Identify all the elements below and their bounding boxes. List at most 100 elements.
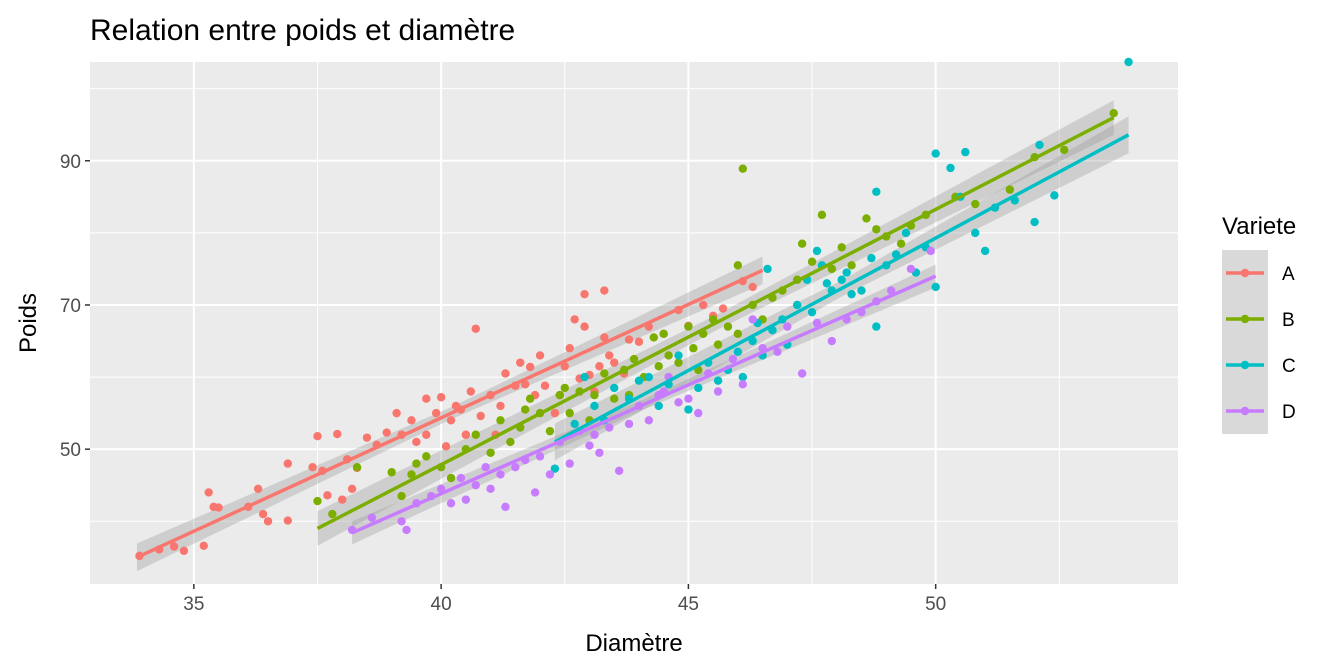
data-point-B (328, 509, 337, 519)
data-point-A (565, 344, 574, 353)
data-point-B (407, 470, 416, 479)
data-point-B (664, 351, 673, 360)
data-point-C (842, 268, 851, 277)
legend-label-C: C (1282, 356, 1296, 377)
data-point-C (590, 401, 599, 411)
axes: 35 40 45 50 50 70 90 (60, 152, 946, 615)
data-point-D (783, 322, 792, 331)
data-point-C (763, 264, 772, 274)
data-point-B (649, 333, 658, 342)
data-point-D (674, 398, 683, 407)
data-point-A (422, 430, 431, 439)
data-point-A (624, 335, 634, 344)
data-point-B (733, 261, 743, 270)
data-point-A (476, 411, 485, 421)
data-point-A (407, 416, 416, 425)
data-point-C (733, 347, 743, 357)
data-point-D (738, 380, 747, 389)
data-point-B (525, 394, 535, 403)
data-point-B (412, 459, 421, 468)
data-point-B (674, 358, 683, 367)
data-point-C (644, 372, 654, 382)
data-point-C (857, 286, 866, 295)
data-point-C (654, 401, 663, 411)
data-point-A (540, 381, 550, 390)
data-point-D (748, 315, 757, 324)
data-point-D (590, 430, 599, 439)
data-point-A (501, 369, 510, 378)
data-point-A (179, 546, 189, 556)
data-point-B (654, 362, 663, 371)
data-point-B (689, 344, 698, 353)
data-point-D (456, 473, 466, 483)
data-point-C (694, 383, 703, 393)
data-point-B (847, 261, 856, 270)
data-point-A (347, 484, 357, 494)
data-point-B (1005, 185, 1015, 194)
data-point-D (535, 452, 545, 461)
data-point-A (313, 431, 322, 441)
data-point-A (169, 542, 179, 551)
data-point-A (550, 408, 560, 418)
data-point-D (605, 423, 614, 432)
y-tick-label: 50 (60, 440, 81, 461)
data-point-B (422, 452, 431, 461)
data-point-C (1050, 191, 1059, 200)
regression-line-B (316, 115, 1115, 531)
data-point-C (684, 405, 693, 414)
data-point-B (659, 329, 668, 339)
data-point-D (644, 416, 654, 425)
data-point-A (516, 358, 525, 367)
data-point-B (555, 390, 565, 400)
data-point-B (896, 239, 906, 248)
legend: Variete A B C D (1222, 213, 1296, 434)
legend-label-D: D (1282, 402, 1296, 423)
legend-label-A: A (1282, 264, 1295, 285)
data-point-A (471, 324, 480, 333)
data-point-D (367, 513, 377, 522)
data-point-A (283, 516, 293, 525)
data-point-C (867, 253, 876, 263)
legend-key-point-A (1240, 268, 1250, 278)
data-point-C (634, 376, 644, 385)
data-point-A (521, 380, 530, 389)
data-point-C (847, 289, 856, 299)
data-point-B (807, 257, 817, 266)
x-tick-label: 35 (183, 594, 204, 615)
data-point-A (748, 282, 757, 292)
data-point-B (397, 491, 406, 501)
data-point-D (397, 517, 406, 526)
data-point-A (699, 300, 708, 310)
data-point-A (214, 503, 223, 512)
x-tick-label: 40 (431, 594, 452, 615)
regression-line-C (554, 133, 1130, 444)
data-point-B (733, 329, 743, 339)
data-point-A (595, 362, 604, 371)
data-point-B (560, 383, 569, 393)
data-point-B (600, 369, 609, 378)
data-point-C (713, 376, 723, 385)
data-point-C (674, 351, 683, 360)
data-point-A (718, 304, 728, 313)
regression-line-A (136, 268, 764, 559)
data-point-A (580, 289, 589, 299)
data-point-A (382, 428, 391, 437)
data-point-D (773, 347, 782, 357)
legend-key-point-D (1240, 406, 1250, 416)
data-point-C (570, 419, 579, 429)
data-point-C (610, 383, 619, 393)
data-point-C (580, 372, 589, 382)
data-point-C (931, 282, 940, 292)
data-point-A (333, 429, 342, 439)
data-point-B (590, 390, 599, 400)
data-point-B (610, 394, 619, 403)
data-point-C (807, 307, 817, 317)
data-point-C (550, 464, 560, 473)
data-point-C (931, 149, 940, 158)
data-point-D (624, 419, 634, 429)
data-point-D (471, 481, 480, 490)
data-point-B (862, 214, 871, 223)
data-point-B (352, 462, 362, 472)
data-point-D (812, 318, 822, 328)
